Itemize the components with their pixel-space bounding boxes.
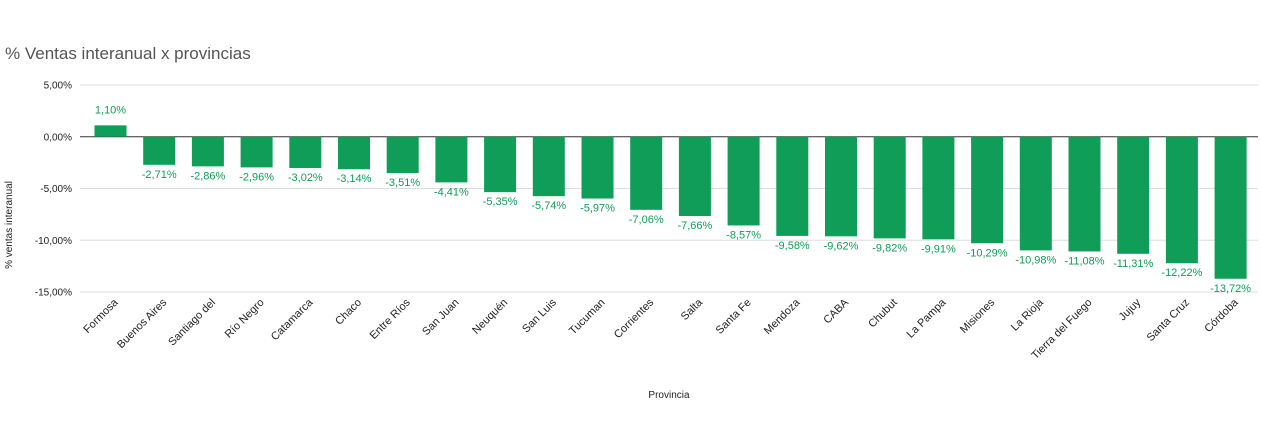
x-axis-title: Provincia xyxy=(648,390,690,401)
x-tick-label: Misiones xyxy=(958,296,998,336)
data-label: -11,08% xyxy=(1064,255,1104,267)
bar xyxy=(1165,136,1198,264)
bar xyxy=(776,136,809,236)
x-tick-label: La Rioja xyxy=(1009,296,1047,334)
data-label: -4,41% xyxy=(434,186,469,198)
data-label: -10,98% xyxy=(1015,254,1056,266)
bar xyxy=(873,136,906,239)
data-label: -3,02% xyxy=(288,172,323,184)
x-tick-label: Chaco xyxy=(333,297,364,328)
x-tick-label: Santa Fe xyxy=(714,297,754,337)
data-label: -7,06% xyxy=(629,214,664,226)
gridlines xyxy=(80,84,1258,293)
data-label: -5,74% xyxy=(531,200,566,212)
bar xyxy=(532,136,565,197)
x-tick-label: Neuquén xyxy=(470,297,510,337)
data-label: -2,96% xyxy=(239,171,274,183)
x-tick-label: Jujuy xyxy=(1117,296,1144,323)
x-tick-label: Catamarca xyxy=(269,296,316,343)
y-axis: 5,00% 0,00% -5,00% -10,00% -15,00% xyxy=(35,81,72,299)
x-tick-label: Tucuman xyxy=(567,297,608,338)
data-label: -8,57% xyxy=(726,229,761,241)
data-label: -11,31% xyxy=(1113,258,1153,270)
x-tick-label: San Luis xyxy=(520,296,559,335)
data-label: -9,91% xyxy=(921,243,956,255)
x-tick-label: Santa Cruz xyxy=(1145,297,1192,344)
bar xyxy=(240,136,273,168)
data-label: -9,82% xyxy=(872,242,907,254)
bars xyxy=(94,125,1247,279)
y-axis-title: % ventas interanual xyxy=(4,181,15,269)
bar xyxy=(1019,136,1052,251)
bar xyxy=(581,136,614,199)
x-tick-label: Córdoba xyxy=(1202,296,1241,335)
bar xyxy=(94,125,127,137)
bar xyxy=(971,136,1004,244)
bar xyxy=(825,136,857,237)
data-label: -7,66% xyxy=(677,220,712,232)
data-label: -12,22% xyxy=(1161,267,1202,279)
x-tick-label: La Pampa xyxy=(905,296,950,341)
data-label: -2,86% xyxy=(190,170,225,182)
bar xyxy=(630,136,663,210)
data-label: -13,72% xyxy=(1210,283,1251,295)
data-label: -5,35% xyxy=(483,196,518,208)
y-tick-label: -5,00% xyxy=(40,184,72,195)
data-label: -10,29% xyxy=(967,247,1008,259)
bar xyxy=(289,136,322,169)
bar xyxy=(1068,136,1101,252)
data-label: -3,51% xyxy=(385,177,420,189)
bar xyxy=(922,136,955,240)
bar xyxy=(386,136,419,174)
y-tick-label: -15,00% xyxy=(35,288,72,299)
data-label: 1,10% xyxy=(95,104,126,116)
data-label: -5,97% xyxy=(580,203,615,215)
x-tick-label: Santiago del xyxy=(166,297,218,349)
data-label: -2,71% xyxy=(142,169,177,181)
y-tick-label: 5,00% xyxy=(44,81,72,92)
x-tick-label: Entre Ríos xyxy=(368,296,414,342)
x-tick-label: Buenos Aires xyxy=(115,296,170,351)
data-labels: 1,10% -2,71% -2,86% -2,96% -3,02% -3,14% -3,51… xyxy=(95,104,1251,294)
x-tick-label: Salta xyxy=(679,296,706,323)
bar xyxy=(143,136,176,165)
y-tick-label: 0,00% xyxy=(44,132,72,143)
x-tick-label: Mendoza xyxy=(762,296,803,337)
bar xyxy=(484,136,517,193)
y-tick-label: -10,00% xyxy=(35,236,72,247)
x-tick-label: Chubut xyxy=(866,297,900,331)
bar xyxy=(191,136,224,167)
x-tick-label: CABA xyxy=(821,296,851,326)
x-tick-label: San Juan xyxy=(420,297,461,338)
bar xyxy=(678,136,711,217)
bar xyxy=(338,136,370,170)
data-label: -3,14% xyxy=(337,173,372,185)
x-tick-label: Formosa xyxy=(81,296,121,336)
x-tick-label: Río Negro xyxy=(223,297,267,341)
chart-title: % Ventas interanual x provincias xyxy=(5,44,251,63)
data-label: -9,58% xyxy=(775,240,810,252)
bar xyxy=(1214,136,1247,279)
bar xyxy=(1117,136,1150,254)
data-label: -9,62% xyxy=(824,240,859,252)
x-tick-label: Corrientes xyxy=(612,296,657,341)
bar xyxy=(435,136,468,183)
bar xyxy=(727,136,760,226)
